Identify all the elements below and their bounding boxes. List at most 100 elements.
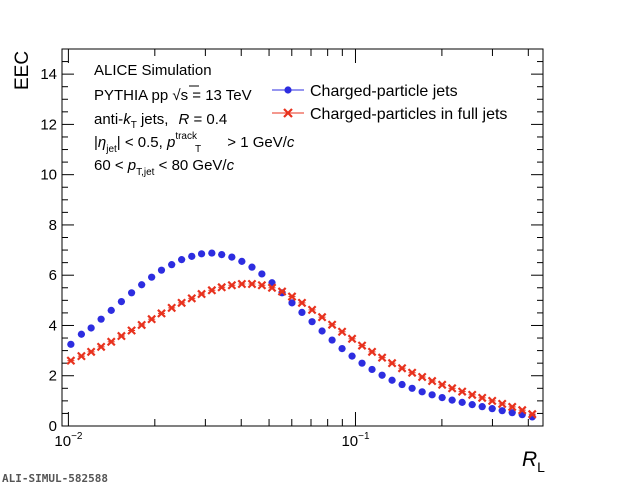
data-point <box>367 347 377 357</box>
data-point <box>257 280 267 290</box>
data-point <box>147 314 157 324</box>
x-axis: 10−2 10−1 <box>54 49 529 450</box>
data-point <box>217 282 227 292</box>
y-axis: 0 2 4 6 8 10 12 14 <box>40 48 543 435</box>
data-point <box>498 407 506 415</box>
y-tick-label: 12 <box>40 116 57 133</box>
data-point <box>218 250 226 259</box>
data-point <box>96 342 106 352</box>
data-point <box>397 363 407 373</box>
data-point <box>178 256 186 264</box>
y-tick-label: 4 <box>49 317 57 334</box>
x-axis-title: RL <box>522 448 545 475</box>
data-point <box>438 393 446 402</box>
data-point <box>497 399 507 409</box>
annotation-collision: PYTHIA pp √s = 13 TeV <box>94 87 252 104</box>
data-point <box>437 380 447 390</box>
data-point <box>287 292 297 301</box>
data-point <box>407 368 417 378</box>
data-point <box>317 312 327 322</box>
annotation-cuts: |ηjet| < 0.5, ptrack <box>94 131 198 155</box>
data-point <box>157 309 166 318</box>
data-point <box>137 320 147 330</box>
data-point <box>347 334 357 344</box>
data-point <box>117 297 126 306</box>
data-point <box>238 257 246 265</box>
data-point <box>478 403 486 411</box>
data-point <box>187 293 197 303</box>
data-point <box>348 352 356 360</box>
data-point <box>417 372 427 382</box>
data-point <box>148 273 156 281</box>
data-point <box>267 283 277 293</box>
data-point <box>327 320 337 330</box>
data-point <box>288 299 296 307</box>
data-point <box>377 353 387 363</box>
data-point <box>298 308 306 316</box>
figure-id-stamp: ALI-SIMUL-582588 <box>2 472 108 485</box>
data-point <box>427 376 437 386</box>
data-point <box>328 336 336 344</box>
data-point <box>138 281 146 289</box>
data-point <box>507 402 517 412</box>
x-tick-label: 10−1 <box>341 431 370 450</box>
data-point <box>467 390 477 400</box>
data-point <box>468 401 476 409</box>
data-point <box>188 252 196 260</box>
data-point <box>418 388 426 396</box>
data-point <box>258 270 266 278</box>
data-point <box>127 326 136 335</box>
data-point <box>408 384 416 392</box>
series-layer <box>66 249 537 421</box>
y-tick-label: 6 <box>49 267 57 284</box>
y-tick-label: 14 <box>40 66 57 83</box>
data-point <box>66 356 76 366</box>
x-tick-label: 10−2 <box>54 431 83 450</box>
y-tick-label: 10 <box>40 167 57 184</box>
data-point <box>227 280 237 290</box>
legend-marker-full <box>283 108 293 118</box>
data-point <box>167 303 177 313</box>
data-point <box>508 409 516 417</box>
data-point <box>86 347 96 357</box>
data-point <box>517 405 527 415</box>
data-point <box>488 405 496 413</box>
data-point <box>448 396 456 404</box>
series-charged-particles-in-full-jets <box>66 279 537 419</box>
data-point <box>378 371 386 379</box>
legend-marker-charged <box>284 86 292 94</box>
y-tick-label: 0 <box>49 418 57 435</box>
data-point <box>157 266 166 274</box>
annotation-jet-algo: anti-kT jets, R = 0.4 <box>94 111 227 131</box>
legend-label-full: Charged-particles in full jets <box>310 106 507 123</box>
data-point <box>457 387 467 396</box>
data-point <box>487 396 497 406</box>
data-point <box>318 327 326 335</box>
data-point <box>117 331 126 341</box>
y-axis-title: EEC <box>12 51 33 90</box>
data-point <box>208 249 216 257</box>
data-point <box>107 306 115 314</box>
data-point <box>197 289 206 299</box>
y-tick-label: 2 <box>49 368 57 385</box>
legend: Charged-particle jets Charged-particles … <box>272 83 507 123</box>
y-tick-label: 8 <box>49 217 57 234</box>
data-point <box>477 393 487 403</box>
data-point <box>527 409 537 419</box>
data-point <box>297 298 307 308</box>
data-point <box>337 327 347 337</box>
data-point <box>387 358 397 368</box>
data-point <box>368 365 376 374</box>
data-point <box>177 298 187 308</box>
data-point <box>247 279 257 289</box>
data-point <box>307 305 317 315</box>
data-point <box>447 383 457 393</box>
data-point <box>106 337 116 347</box>
data-point <box>207 285 217 295</box>
data-point <box>248 263 256 271</box>
data-point <box>237 279 247 289</box>
data-point <box>428 391 436 399</box>
data-point <box>87 324 95 332</box>
annotation-simulation: ALICE Simulation <box>94 62 212 79</box>
